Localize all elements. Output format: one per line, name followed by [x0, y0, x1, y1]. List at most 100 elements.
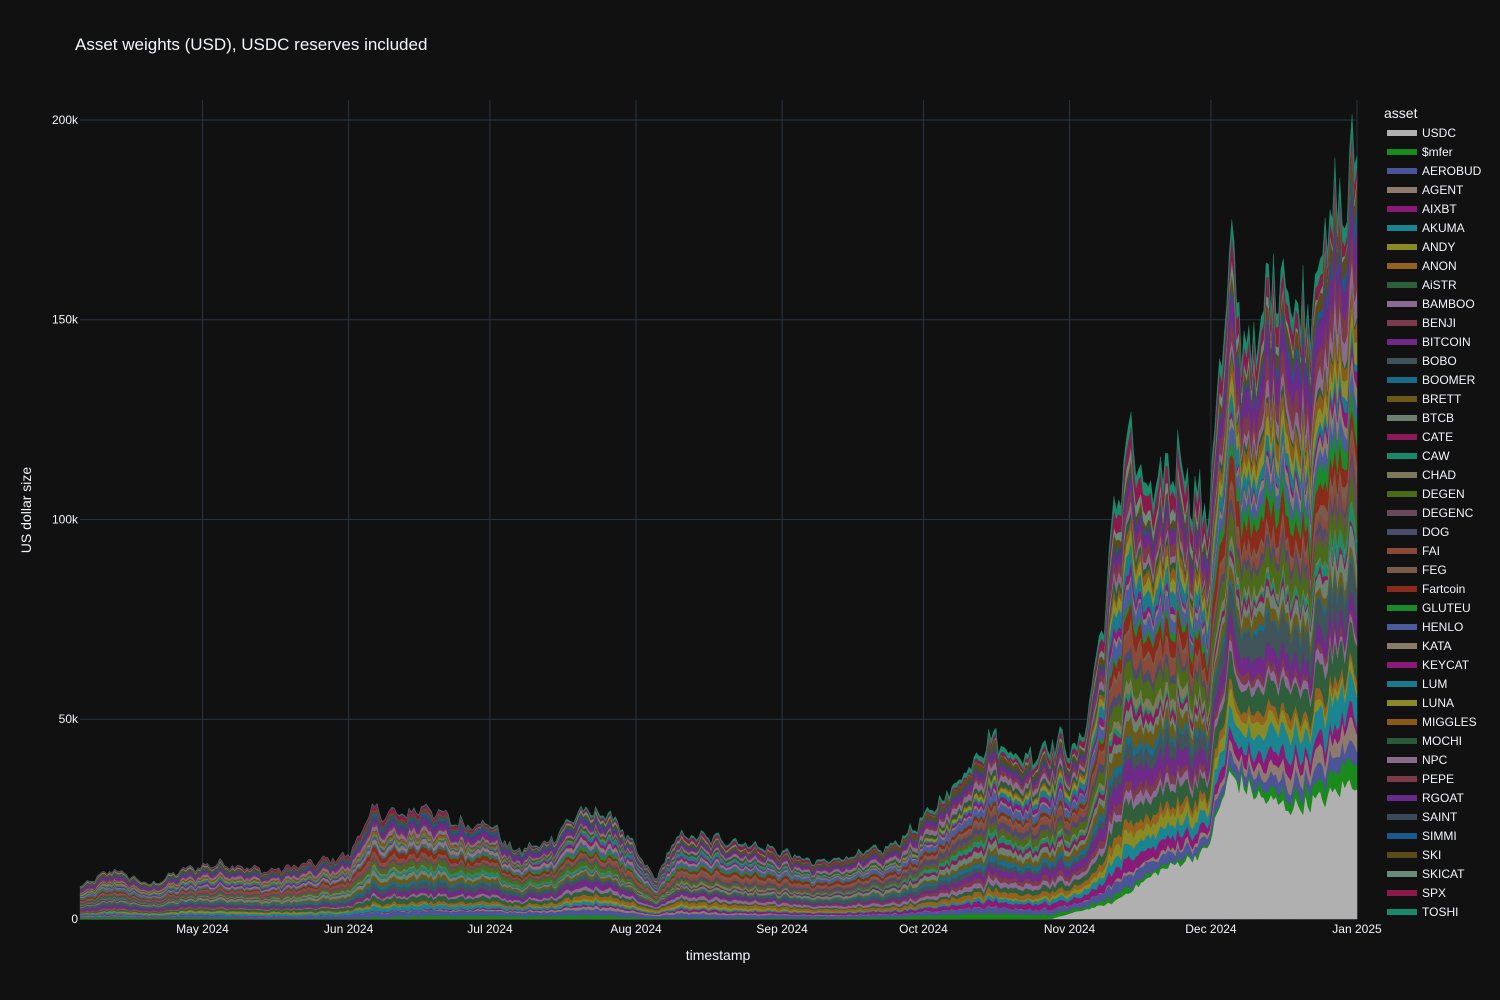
- legend-swatch: [1387, 472, 1417, 478]
- legend-label: AEROBUD: [1422, 164, 1482, 178]
- x-tick-label: Jul 2024: [467, 922, 513, 936]
- legend: asset USDC $mfer AEROBUD AGENT AIXBT AKUMA AND…: [1384, 105, 1482, 919]
- plot-area: May 2024 Jun 2024 Jul 2024 Aug 2024 Sep 2024…: [52, 100, 1382, 936]
- legend-label: BAMBOO: [1422, 297, 1475, 311]
- legend-item[interactable]: AIXBT: [1387, 202, 1457, 216]
- x-tick-label: Jan 2025: [1332, 922, 1382, 936]
- legend-item[interactable]: NPC: [1387, 753, 1448, 767]
- legend-item[interactable]: DEGENC: [1387, 506, 1474, 520]
- legend-label: BOOMER: [1422, 373, 1476, 387]
- legend-item[interactable]: SPX: [1387, 886, 1446, 900]
- legend-item[interactable]: Fartcoin: [1387, 582, 1465, 596]
- legend-item[interactable]: BTCB: [1387, 411, 1454, 425]
- legend-item[interactable]: AiSTR: [1387, 278, 1457, 292]
- y-tick-label: 150k: [52, 313, 79, 327]
- legend-label: LUNA: [1422, 696, 1454, 710]
- legend-item[interactable]: BAMBOO: [1387, 297, 1475, 311]
- stacked-areas: [79, 114, 1358, 920]
- legend-item[interactable]: BENJI: [1387, 316, 1456, 330]
- legend-label: FEG: [1422, 563, 1447, 577]
- legend-item[interactable]: GLUTEU: [1387, 601, 1471, 615]
- chart-title: Asset weights (USD), USDC reserves inclu…: [75, 35, 427, 54]
- legend-swatch: [1387, 738, 1417, 744]
- legend-item[interactable]: RGOAT: [1387, 791, 1464, 805]
- legend-swatch: [1387, 814, 1417, 820]
- legend-label: RGOAT: [1422, 791, 1464, 805]
- legend-item[interactable]: ANON: [1387, 259, 1457, 273]
- y-axis-title: US dollar size: [18, 467, 34, 554]
- legend-item[interactable]: AGENT: [1387, 183, 1464, 197]
- legend-label: PEPE: [1422, 772, 1454, 786]
- legend-label: LUM: [1422, 677, 1447, 691]
- legend-swatch: [1387, 130, 1417, 136]
- legend-swatch: [1387, 624, 1417, 630]
- x-tick-label: May 2024: [176, 922, 229, 936]
- legend-item[interactable]: DEGEN: [1387, 487, 1465, 501]
- legend-swatch: [1387, 833, 1417, 839]
- legend-item[interactable]: BITCOIN: [1387, 335, 1471, 349]
- legend-label: AKUMA: [1422, 221, 1465, 235]
- legend-item[interactable]: HENLO: [1387, 620, 1463, 634]
- legend-swatch: [1387, 168, 1417, 174]
- legend-label: AIXBT: [1422, 202, 1457, 216]
- legend-swatch: [1387, 358, 1417, 364]
- legend-item[interactable]: PEPE: [1387, 772, 1454, 786]
- legend-label: SIMMI: [1422, 829, 1457, 843]
- legend-item[interactable]: $mfer: [1387, 145, 1453, 159]
- legend-swatch: [1387, 909, 1417, 915]
- legend-item[interactable]: BOOMER: [1387, 373, 1476, 387]
- legend-swatch: [1387, 396, 1417, 402]
- legend-swatch: [1387, 415, 1417, 421]
- legend-item[interactable]: BOBO: [1387, 354, 1457, 368]
- legend-label: ANDY: [1422, 240, 1455, 254]
- legend-item[interactable]: CATE: [1387, 430, 1453, 444]
- legend-swatch: [1387, 320, 1417, 326]
- legend-swatch: [1387, 453, 1417, 459]
- legend-item[interactable]: FAI: [1387, 544, 1440, 558]
- legend-label: SPX: [1422, 886, 1446, 900]
- legend-item[interactable]: DOG: [1387, 525, 1449, 539]
- legend-item[interactable]: MIGGLES: [1387, 715, 1477, 729]
- legend-swatch: [1387, 225, 1417, 231]
- legend-label: HENLO: [1422, 620, 1463, 634]
- legend-label: AGENT: [1422, 183, 1464, 197]
- legend-label: CAW: [1422, 449, 1450, 463]
- legend-swatch: [1387, 890, 1417, 896]
- legend-item[interactable]: SIMMI: [1387, 829, 1457, 843]
- legend-swatch: [1387, 719, 1417, 725]
- legend-label: ANON: [1422, 259, 1457, 273]
- x-tick-label: Nov 2024: [1044, 922, 1096, 936]
- legend-item[interactable]: ANDY: [1387, 240, 1455, 254]
- legend-label: MOCHI: [1422, 734, 1462, 748]
- legend-item[interactable]: SAINT: [1387, 810, 1458, 824]
- legend-item[interactable]: USDC: [1387, 126, 1456, 140]
- legend-label: USDC: [1422, 126, 1456, 140]
- legend-item[interactable]: TOSHI: [1387, 905, 1458, 919]
- legend-swatch: [1387, 187, 1417, 193]
- legend-title: asset: [1384, 105, 1418, 121]
- legend-item[interactable]: LUNA: [1387, 696, 1454, 710]
- legend-swatch: [1387, 757, 1417, 763]
- legend-item[interactable]: SKI: [1387, 848, 1441, 862]
- legend-item[interactable]: AEROBUD: [1387, 164, 1482, 178]
- legend-item[interactable]: CAW: [1387, 449, 1450, 463]
- x-tick-label: Sep 2024: [756, 922, 808, 936]
- x-tick-label: Aug 2024: [610, 922, 662, 936]
- legend-item[interactable]: SKICAT: [1387, 867, 1465, 881]
- legend-label: AiSTR: [1422, 278, 1457, 292]
- legend-item[interactable]: KATA: [1387, 639, 1452, 653]
- legend-swatch: [1387, 244, 1417, 250]
- legend-swatch: [1387, 795, 1417, 801]
- area-series-toshi: [79, 114, 1358, 888]
- legend-swatch: [1387, 643, 1417, 649]
- legend-item[interactable]: BRETT: [1387, 392, 1462, 406]
- legend-item[interactable]: FEG: [1387, 563, 1447, 577]
- legend-item[interactable]: LUM: [1387, 677, 1447, 691]
- legend-label: MIGGLES: [1422, 715, 1477, 729]
- legend-item[interactable]: AKUMA: [1387, 221, 1465, 235]
- legend-label: BOBO: [1422, 354, 1457, 368]
- legend-item[interactable]: MOCHI: [1387, 734, 1462, 748]
- legend-item[interactable]: KEYCAT: [1387, 658, 1470, 672]
- legend-item[interactable]: CHAD: [1387, 468, 1456, 482]
